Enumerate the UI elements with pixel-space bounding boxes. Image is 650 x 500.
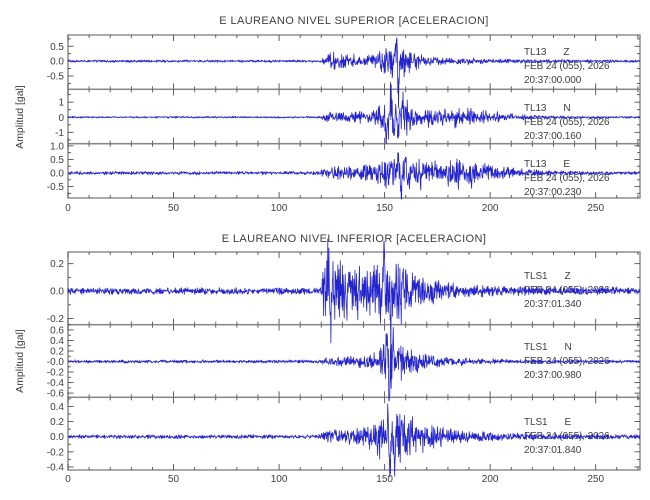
y-tick-label: 0.0	[50, 57, 64, 68]
component-code: N	[564, 341, 572, 353]
trace-label-tls1-z: TLS1 Z FEB 24 (055), 2026 20:37:01.340	[524, 270, 610, 312]
y-tick-label: 0.2	[50, 259, 64, 270]
trace-time: 20:37:00.980	[524, 369, 582, 381]
y-tick-label: -0.4	[47, 378, 65, 389]
y-tick-label: 0	[58, 113, 64, 124]
trace-label-tl13-z: TL13 Z FEB 24 (055), 2026 20:37:00.000	[524, 46, 610, 88]
y-tick-label: 0.4	[50, 336, 64, 347]
x-tick-label: 250	[587, 203, 604, 214]
trace-label-tl13-n: TL13 N FEB 24 (055), 2026 20:37:00.160	[524, 102, 610, 144]
lower-y-axis-label: Amplitud [gal]	[14, 329, 26, 393]
x-tick-label: 100	[271, 474, 288, 485]
y-tick-label: 0.2	[50, 417, 64, 428]
trace-date: FEB 24 (055), 2026	[524, 355, 610, 367]
x-tick-label: 250	[587, 474, 604, 485]
y-tick-label: 1	[58, 98, 64, 109]
station-line: TL13 Z	[524, 46, 609, 60]
y-tick-label: 0.5	[50, 155, 64, 166]
component-code: Z	[564, 271, 571, 283]
station-code: TLS1	[524, 271, 548, 283]
y-tick-label: -0.0	[47, 357, 65, 368]
station-code: TLS1	[524, 341, 548, 353]
y-tick-label: 0.0	[50, 432, 64, 443]
y-tick-label: 1.0	[50, 141, 64, 152]
y-tick-label: 0.5	[50, 42, 64, 53]
trace-date: FEB 24 (055), 2026	[524, 61, 610, 73]
x-tick-label: 0	[65, 474, 71, 485]
x-tick-label: 200	[482, 203, 499, 214]
station-line: TLS1 N	[524, 341, 609, 355]
trace-date: FEB 24 (055), 2026	[524, 430, 610, 442]
y-tick-label: -0.2	[47, 447, 65, 458]
component-code: Z	[563, 47, 570, 59]
station-code: TLS1	[524, 416, 548, 428]
y-tick-label: -0.2	[47, 368, 65, 379]
component-code: N	[563, 103, 571, 115]
y-tick-label: -1	[55, 128, 64, 139]
station-line: TLS1 E	[524, 416, 609, 430]
station-line: TL13 E	[524, 158, 609, 172]
trace-date: FEB 24 (055), 2026	[524, 117, 610, 129]
trace-date: FEB 24 (055), 2026	[524, 173, 610, 184]
y-tick-label: -0.5	[47, 182, 65, 193]
trace-time: 20:37:00.160	[524, 131, 582, 143]
y-tick-label: 0.6	[50, 325, 64, 336]
trace-label-tls1-e: TLS1 E FEB 24 (055), 2026 20:37:01.840	[524, 416, 610, 458]
trace-time: 20:37:01.340	[524, 299, 582, 311]
x-tick-label: 100	[271, 203, 288, 214]
station-line: TL13 N	[524, 102, 609, 116]
trace-time: 20:37:00.230	[524, 187, 582, 198]
component-code: E	[563, 159, 570, 170]
x-tick-label: 200	[482, 474, 499, 485]
trace-time: 20:37:00.000	[524, 75, 582, 87]
trace-label-tl13-e: TL13 E FEB 24 (055), 2026 20:37:00.230	[524, 158, 610, 200]
station-line: TLS1 Z	[524, 270, 609, 284]
x-tick-label: 150	[376, 203, 393, 214]
x-tick-label: 0	[65, 203, 71, 214]
station-code: TL13	[524, 159, 547, 170]
upper-figure-title: E LAUREANO NIVEL SUPERIOR [ACELERACION]	[219, 15, 489, 27]
trace-time: 20:37:01.840	[524, 444, 582, 456]
y-tick-label: -0.4	[47, 462, 65, 473]
x-tick-label: 150	[376, 474, 393, 485]
station-code: TL13	[524, 103, 547, 115]
upper-y-axis-label: Amplitud [gal]	[14, 85, 26, 149]
y-tick-label: -0.5	[47, 71, 65, 82]
station-code: TL13	[524, 47, 547, 59]
y-tick-label: 0.0	[50, 169, 64, 180]
x-tick-label: 50	[168, 203, 180, 214]
y-tick-label: 0.2	[50, 347, 64, 358]
trace-date: FEB 24 (055), 2026	[524, 285, 610, 297]
x-tick-label: 50	[168, 474, 180, 485]
lower-figure-title: E LAUREANO NIVEL INFERIOR [ACELERACION]	[221, 233, 487, 245]
y-tick-label: -0.2	[47, 314, 65, 325]
trace-label-tls1-n: TLS1 N FEB 24 (055), 2026 20:37:00.980	[524, 341, 610, 383]
y-tick-label: 0.0	[50, 287, 64, 298]
y-tick-label: -0.6	[47, 389, 65, 400]
component-code: E	[564, 416, 572, 428]
y-tick-label: 0.4	[50, 402, 64, 413]
